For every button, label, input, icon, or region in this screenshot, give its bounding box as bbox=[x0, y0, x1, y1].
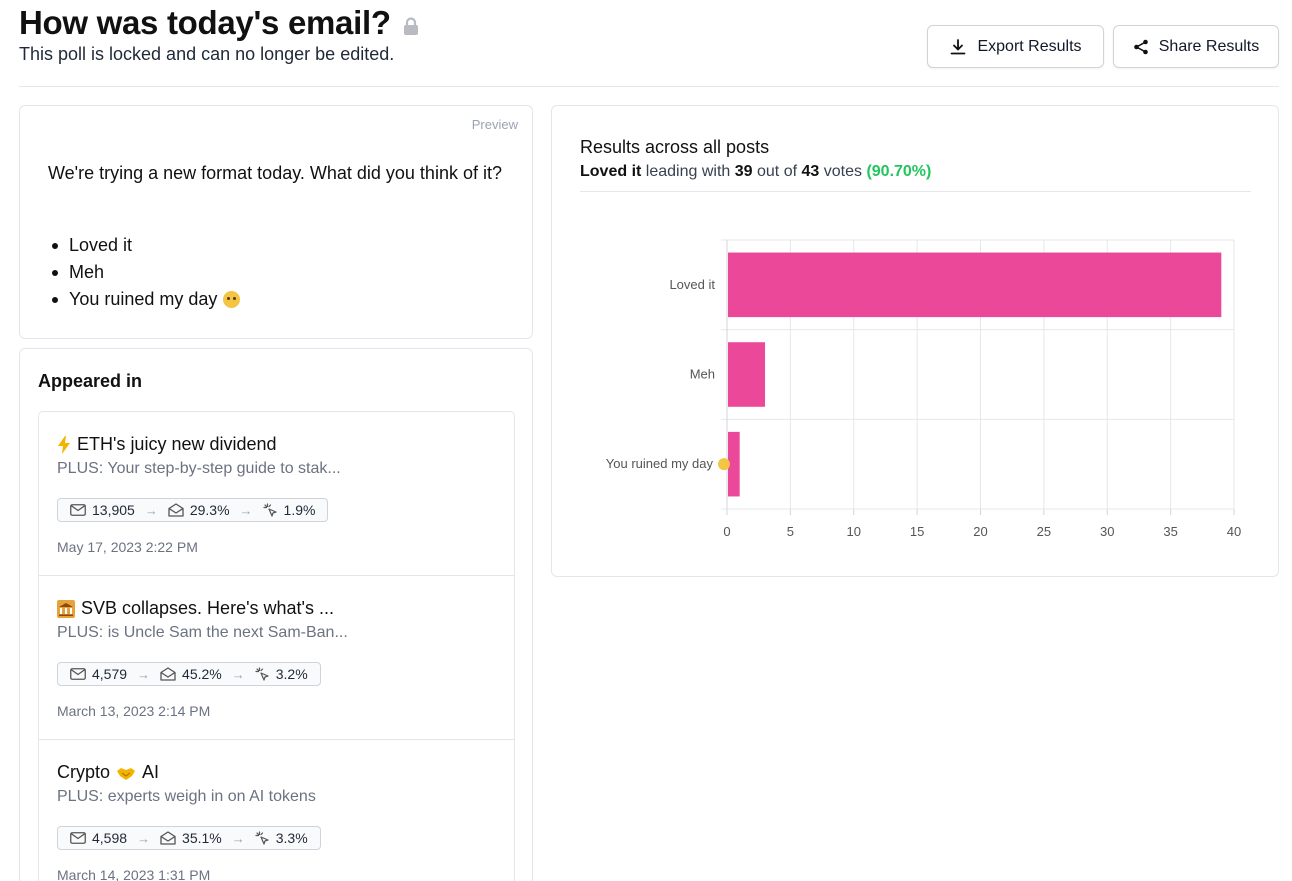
bullet-icon bbox=[52, 242, 58, 249]
poll-options: Loved it Meh You ruined my day bbox=[48, 232, 241, 313]
preview-label: Preview bbox=[471, 117, 518, 132]
page-title-text: How was today's email? bbox=[19, 4, 391, 41]
page-title: How was today's email? bbox=[19, 2, 419, 44]
post-date: May 17, 2023 2:22 PM bbox=[57, 539, 198, 555]
share-icon bbox=[1133, 39, 1148, 54]
results-summary: Loved it leading with 39 out of 43 votes… bbox=[580, 163, 932, 180]
x-tick-label: 20 bbox=[973, 524, 987, 539]
open-mail-icon bbox=[160, 831, 176, 845]
poll-option: Meh bbox=[48, 259, 240, 286]
post-stats: 13,905 → 29.3% → 1.9% bbox=[57, 498, 329, 522]
x-tick-label: 5 bbox=[787, 524, 794, 539]
export-results-label: Export Results bbox=[977, 37, 1082, 55]
bullet-icon bbox=[52, 296, 58, 303]
appeared-in-card: Appeared in ETH's juicy new dividend PLU… bbox=[19, 348, 533, 881]
x-tick-label: 0 bbox=[723, 524, 730, 539]
open-mail-icon bbox=[168, 503, 184, 517]
post-subtitle: PLUS: Your step-by-step guide to stak... bbox=[57, 460, 341, 477]
mail-icon bbox=[70, 832, 86, 844]
poll-option: Loved it bbox=[48, 232, 240, 259]
poll-option: You ruined my day bbox=[48, 286, 241, 313]
post-subtitle: PLUS: experts weigh in on AI tokens bbox=[57, 788, 316, 805]
bar bbox=[728, 252, 1222, 318]
poll-question: We're trying a new format today. What di… bbox=[48, 163, 502, 183]
arrow-right-icon: → bbox=[239, 502, 253, 518]
handshake-icon bbox=[116, 765, 136, 781]
y-tick-label: Loved it bbox=[669, 277, 715, 292]
post-item[interactable]: SVB collapses. Here's what's ... PLUS: i… bbox=[39, 576, 514, 740]
arrow-right-icon: → bbox=[231, 666, 245, 682]
post-subtitle: PLUS: is Uncle Sam the next Sam-Ban... bbox=[57, 624, 348, 641]
cursor-click-icon bbox=[255, 666, 269, 681]
bar bbox=[728, 342, 766, 407]
x-tick-label: 35 bbox=[1163, 524, 1177, 539]
post-title[interactable]: Crypto AI bbox=[57, 762, 160, 782]
cursor-click-icon bbox=[262, 502, 277, 517]
results-divider bbox=[580, 191, 1251, 192]
post-list: ETH's juicy new dividend PLUS: Your step… bbox=[38, 411, 515, 881]
pleading-face-icon bbox=[718, 458, 730, 471]
appeared-in-title: Appeared in bbox=[38, 371, 143, 391]
share-results-button[interactable]: Share Results bbox=[1113, 25, 1279, 68]
results-title: Results across all posts bbox=[580, 137, 770, 157]
leading-votes: 39 bbox=[734, 163, 753, 180]
y-tick-label: You ruined my day bbox=[606, 456, 714, 471]
y-tick-label: Meh bbox=[690, 367, 715, 382]
results-card: Results across all posts Loved it leadin… bbox=[551, 105, 1279, 577]
x-tick-label: 15 bbox=[910, 524, 924, 539]
post-item[interactable]: ETH's juicy new dividend PLUS: Your step… bbox=[39, 412, 514, 576]
leading-percent: (90.70%) bbox=[866, 163, 932, 180]
post-item[interactable]: Crypto AI PLUS: experts weigh in on AI t… bbox=[39, 740, 514, 881]
arrow-right-icon: → bbox=[231, 830, 245, 846]
x-tick-label: 10 bbox=[847, 524, 861, 539]
arrow-right-icon: → bbox=[137, 830, 151, 846]
arrow-right-icon: → bbox=[144, 502, 158, 518]
export-results-button[interactable]: Export Results bbox=[927, 25, 1104, 68]
bullet-icon bbox=[52, 269, 58, 276]
leading-option: Loved it bbox=[580, 163, 642, 180]
lock-icon bbox=[403, 6, 419, 44]
open-mail-icon bbox=[160, 667, 176, 681]
post-stats: 4,579 → 45.2% → 3.2% bbox=[57, 662, 321, 686]
pleading-face-icon bbox=[223, 291, 241, 308]
results-bar-chart: 0 5 10 15 20 25 30 35 40 Loved it Meh You ruined my… bbox=[606, 239, 1241, 539]
lightning-icon bbox=[57, 435, 71, 454]
post-stats: 4,598 → 35.1% → 3.3% bbox=[57, 826, 321, 850]
mail-icon bbox=[70, 504, 86, 516]
bank-icon bbox=[57, 599, 75, 618]
bar bbox=[728, 431, 740, 497]
post-title[interactable]: SVB collapses. Here's what's ... bbox=[57, 598, 334, 619]
arrow-right-icon: → bbox=[137, 666, 151, 682]
header-divider bbox=[19, 86, 1279, 87]
download-icon bbox=[951, 38, 966, 54]
x-tick-label: 30 bbox=[1100, 524, 1114, 539]
post-date: March 14, 2023 1:31 PM bbox=[57, 867, 211, 881]
post-title[interactable]: ETH's juicy new dividend bbox=[57, 434, 277, 455]
share-results-label: Share Results bbox=[1158, 37, 1260, 55]
cursor-click-icon bbox=[255, 830, 269, 845]
x-tick-label: 40 bbox=[1227, 524, 1241, 539]
post-date: March 13, 2023 2:14 PM bbox=[57, 703, 211, 719]
x-tick-label: 25 bbox=[1037, 524, 1051, 539]
mail-icon bbox=[70, 668, 86, 680]
poll-preview-card: Preview We're trying a new format today.… bbox=[19, 105, 533, 339]
page-subtitle: This poll is locked and can no longer be… bbox=[19, 44, 395, 64]
total-votes: 43 bbox=[801, 163, 820, 180]
